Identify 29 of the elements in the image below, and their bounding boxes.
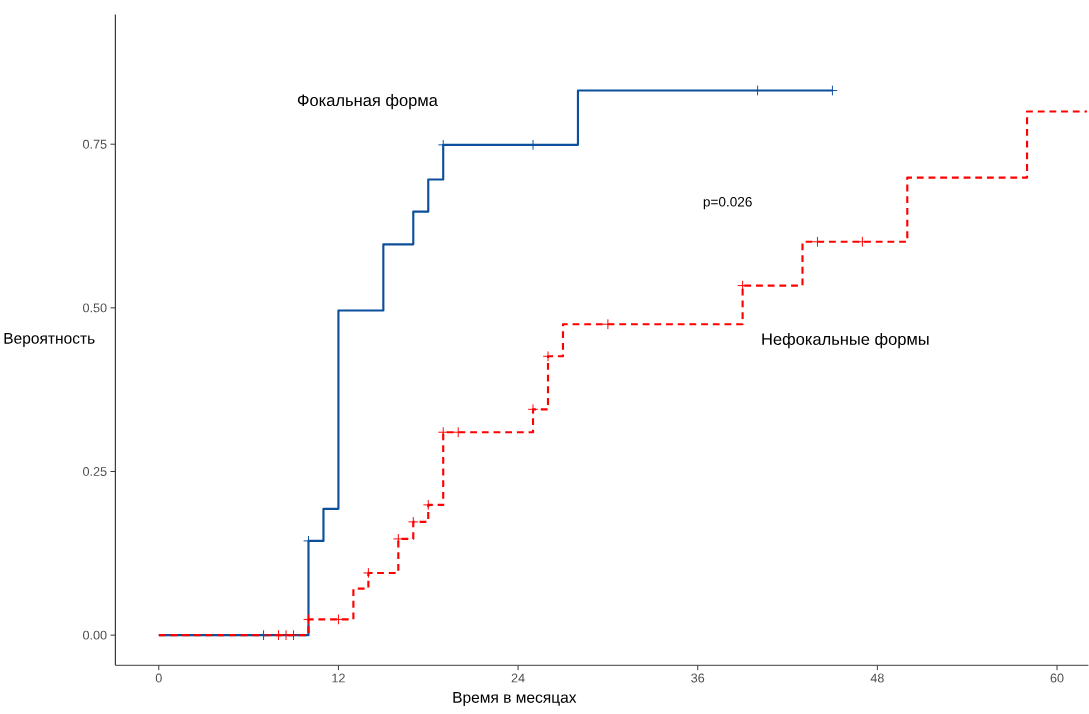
- point: [527, 403, 539, 415]
- point: [407, 516, 419, 528]
- point: [602, 318, 614, 330]
- series-label: Нефокальные формы: [762, 332, 929, 349]
- y-tick-label: 0.50: [83, 303, 107, 313]
- y-tick-label: 0.25: [83, 467, 107, 476]
- point: [303, 614, 314, 625]
- y-tick-label: 0.00: [83, 630, 107, 640]
- x-axis-title: Время в месяцах: [453, 692, 577, 706]
- x-tick-label: 60: [1050, 673, 1064, 683]
- point: [422, 499, 434, 511]
- annotation: p=0.026: [703, 196, 752, 210]
- x-tick-label: 0: [155, 673, 162, 683]
- point: [273, 629, 284, 641]
- point: [812, 236, 823, 248]
- y-axis-title: Вероятность: [4, 332, 95, 347]
- x-tick-label: 24: [511, 673, 525, 683]
- point: [542, 350, 554, 362]
- x-tick-label: 48: [870, 673, 884, 683]
- point: [258, 629, 269, 641]
- x-tick-label: 12: [332, 673, 345, 683]
- y-tick-label: 0.75: [83, 139, 107, 149]
- text: Фокальная форма: [297, 93, 438, 110]
- point: [737, 280, 748, 291]
- point: [437, 426, 449, 438]
- point: [857, 236, 868, 248]
- point: [452, 426, 464, 438]
- point: [363, 567, 374, 579]
- x-tick-label: 36: [691, 673, 705, 683]
